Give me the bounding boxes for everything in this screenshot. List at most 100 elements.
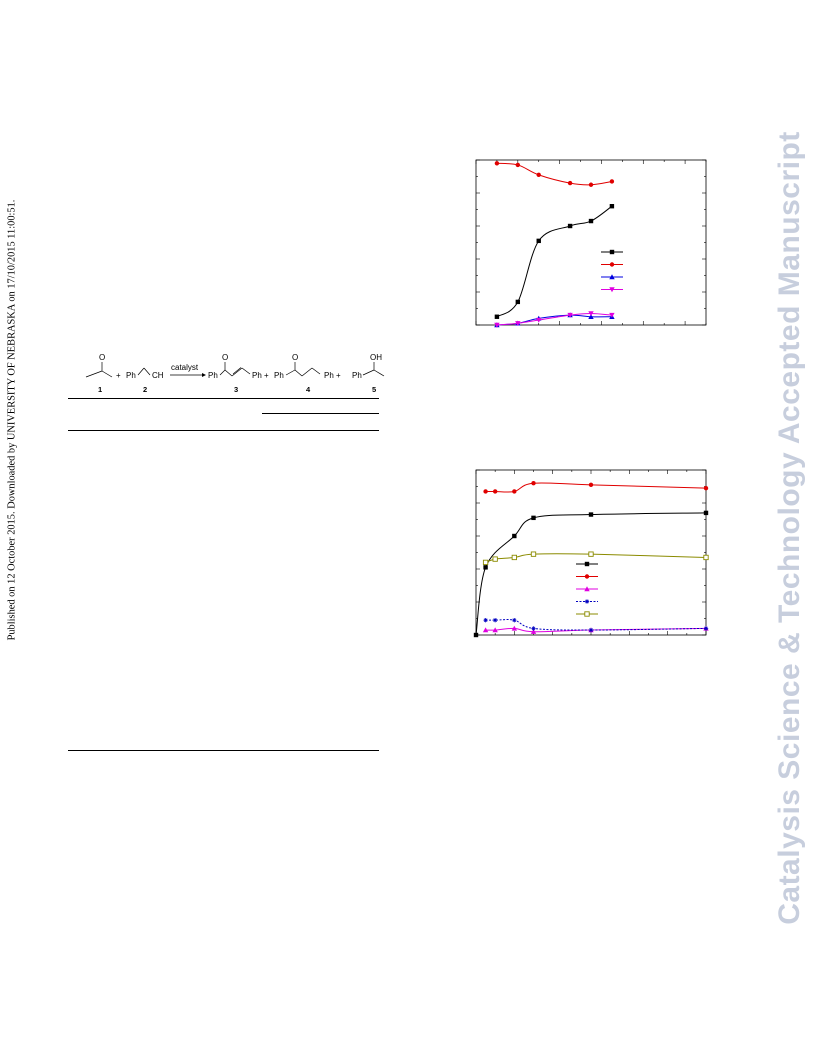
data-point <box>482 627 489 633</box>
data-point <box>530 551 537 557</box>
chart-1 <box>470 155 710 335</box>
data-point <box>511 625 518 631</box>
data-point <box>492 617 498 623</box>
scheme-label: O <box>292 353 298 362</box>
reaction-scheme-graphic: O + Ph CH catalyst O Ph Ph + O Ph Ph + <box>85 353 385 394</box>
series-line <box>496 205 613 318</box>
publication-stamp-text: Published on 12 October 2015. Downloaded… <box>6 199 18 641</box>
table-top-rule <box>68 398 379 399</box>
publication-stamp: Published on 12 October 2015. Downloaded… <box>0 0 22 1056</box>
legend <box>601 249 623 293</box>
data-point <box>473 632 479 638</box>
scheme-label: OH <box>370 353 382 362</box>
data-point <box>494 314 500 319</box>
series-line <box>485 553 707 563</box>
axis-ticks <box>475 469 707 636</box>
data-point <box>512 617 517 623</box>
data-point <box>703 554 709 561</box>
scheme-plus: + <box>116 371 121 380</box>
data-point <box>515 299 521 305</box>
series-line <box>496 312 612 326</box>
data-point <box>588 551 594 557</box>
data-point <box>588 218 594 224</box>
legend-marker <box>609 262 615 267</box>
axis-ticks <box>475 159 707 326</box>
table-subheader-rule <box>262 413 379 414</box>
data-point <box>482 559 489 566</box>
scheme-label: Ph <box>352 371 362 380</box>
chart-1-plot <box>475 159 707 328</box>
data-point <box>609 179 615 184</box>
data-point <box>588 512 594 517</box>
data-point <box>492 556 498 562</box>
legend-marker <box>609 274 615 280</box>
series-2 <box>494 161 615 187</box>
legend-marker <box>584 574 590 579</box>
legend-marker <box>609 249 615 255</box>
compound-number: 3 <box>234 385 238 394</box>
data-point <box>567 180 573 186</box>
legend <box>576 561 598 617</box>
scheme-label: Ph <box>208 371 218 380</box>
data-point <box>515 162 521 168</box>
data-point <box>494 322 500 328</box>
chart-2 <box>470 465 710 645</box>
data-point <box>588 182 594 187</box>
data-point <box>483 489 488 494</box>
scheme-arrow-label: catalyst <box>171 363 199 372</box>
scheme-label: Ph <box>274 371 284 380</box>
series-4 <box>494 311 615 328</box>
series-line <box>496 162 612 186</box>
series-5 <box>482 551 709 566</box>
data-point <box>530 629 537 634</box>
series-line <box>475 512 707 636</box>
data-point <box>531 515 536 521</box>
watermark-text: Catalysis Science & Technology Accepted … <box>773 131 806 925</box>
data-point <box>567 312 573 318</box>
data-point <box>609 204 615 209</box>
accepted-manuscript-watermark: Catalysis Science & Technology Accepted … <box>766 0 816 1056</box>
table-bottom-rule <box>68 750 379 751</box>
data-point <box>703 485 709 491</box>
data-point <box>588 627 594 633</box>
scheme-label: Ph <box>126 371 136 380</box>
series-line <box>485 619 707 631</box>
data-point <box>588 314 594 319</box>
compound-number: 1 <box>98 385 102 394</box>
compound-number: 5 <box>372 385 376 394</box>
data-point <box>511 554 517 561</box>
data-point <box>515 321 521 327</box>
legend-marker <box>584 561 590 567</box>
reaction-scheme: O + Ph CH catalyst O Ph Ph + O Ph Ph + <box>80 350 390 400</box>
data-point <box>512 533 517 539</box>
legend-marker <box>584 586 590 592</box>
legend-marker <box>609 287 615 293</box>
scheme-label: O <box>99 353 105 362</box>
series-line <box>485 482 707 493</box>
data-point <box>703 510 709 516</box>
scheme-label: O <box>222 353 228 362</box>
data-point <box>512 489 517 494</box>
table-header-rule <box>68 430 379 431</box>
legend-marker <box>584 611 590 617</box>
data-point <box>703 626 709 631</box>
data-point <box>588 311 594 317</box>
data-point <box>536 317 542 323</box>
data-point <box>492 489 498 494</box>
series-2 <box>483 481 709 494</box>
data-point <box>492 627 498 633</box>
data-point <box>567 223 573 229</box>
series-1 <box>473 510 709 638</box>
data-point <box>494 161 500 166</box>
legend-marker <box>584 599 590 604</box>
data-point <box>609 312 615 318</box>
data-point <box>531 626 536 631</box>
scheme-label: CH <box>152 371 164 380</box>
compound-number: 2 <box>143 385 147 394</box>
chart-2-plot <box>473 469 709 638</box>
data-point <box>531 481 536 486</box>
data-point <box>536 238 541 244</box>
data-point <box>588 482 594 488</box>
data-point <box>536 172 541 178</box>
series-1 <box>494 204 615 319</box>
